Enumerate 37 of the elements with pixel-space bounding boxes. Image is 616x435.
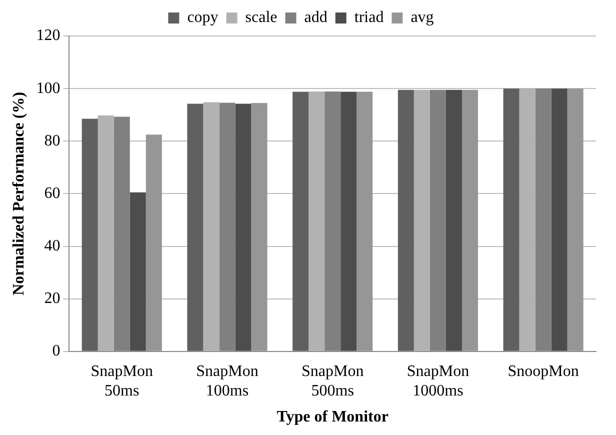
bar: [251, 103, 268, 351]
y-tick-label: 40: [44, 237, 60, 254]
bar: [82, 118, 98, 351]
y-axis-title: Normalized Performance (%): [10, 92, 28, 296]
bar: [567, 88, 584, 351]
y-tick-label: 120: [36, 27, 60, 44]
bar: [446, 90, 462, 351]
y-tick-label: 60: [44, 184, 60, 202]
bar: [340, 92, 357, 351]
y-tick-label: 100: [36, 80, 60, 97]
bar: [356, 92, 373, 351]
x-axis-title: Type of Monitor: [276, 408, 388, 426]
legend-label: triad: [354, 9, 384, 26]
bar: [503, 88, 520, 351]
legend-label: avg: [410, 9, 434, 26]
bar: [146, 134, 162, 351]
x-tick-label: SnapMon 1000ms: [406, 363, 470, 400]
bar: [98, 115, 114, 351]
bar: [292, 92, 309, 351]
legend-label: add: [304, 9, 328, 26]
legend-label: copy: [187, 9, 218, 26]
x-tick-label: SnapMon 50ms: [90, 363, 153, 400]
x-tick-label: SnapMon 500ms: [301, 363, 364, 400]
bar: [187, 104, 204, 351]
bar: [551, 88, 568, 351]
bar: [203, 102, 220, 351]
y-tick-label: 0: [52, 342, 60, 360]
y-tick-label: 20: [44, 290, 60, 308]
bar: [235, 104, 252, 351]
bar: [398, 90, 414, 351]
legend-label: scale: [245, 9, 278, 26]
x-tick-label: SnoopMon: [508, 363, 579, 380]
bar: [462, 90, 478, 351]
bar: [130, 192, 146, 351]
y-tick-label: 80: [44, 132, 60, 150]
bar: [308, 91, 325, 351]
x-tick-label: SnapMon 100ms: [196, 363, 258, 400]
